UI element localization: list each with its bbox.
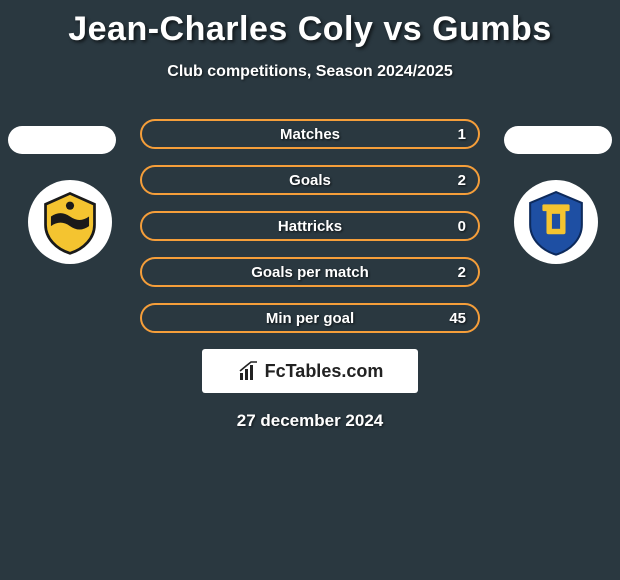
stat-right-value: 45 (449, 310, 466, 327)
stat-right-value: 2 (458, 172, 466, 189)
site-logo: FcTables.com (202, 349, 418, 393)
crest-right-icon (522, 188, 590, 256)
stat-label: Hattricks (278, 218, 342, 235)
stat-label: Matches (280, 126, 340, 143)
stat-row: Min per goal 45 (140, 303, 480, 333)
date-label: 27 december 2024 (0, 411, 620, 431)
player-right-pill (504, 126, 612, 154)
stat-right-value: 2 (458, 264, 466, 281)
stat-label: Goals per match (251, 264, 369, 281)
stat-row: Matches 1 (140, 119, 480, 149)
stats-bars: Matches 1 Goals 2 Hattricks 0 Goals per … (140, 119, 480, 333)
stat-right-value: 1 (458, 126, 466, 143)
stat-row: Hattricks 0 (140, 211, 480, 241)
page-title: Jean-Charles Coly vs Gumbs (0, 0, 620, 49)
stat-right-value: 0 (458, 218, 466, 235)
stat-row: Goals 2 (140, 165, 480, 195)
stat-row: Goals per match 2 (140, 257, 480, 287)
subtitle: Club competitions, Season 2024/2025 (0, 63, 620, 81)
crest-left-icon (36, 188, 104, 256)
stat-label: Min per goal (266, 310, 354, 327)
logo-text: FcTables.com (265, 361, 384, 382)
player-right-badge (514, 180, 598, 264)
stat-label: Goals (289, 172, 331, 189)
player-left-badge (28, 180, 112, 264)
chart-icon (237, 359, 261, 383)
player-left-pill (8, 126, 116, 154)
